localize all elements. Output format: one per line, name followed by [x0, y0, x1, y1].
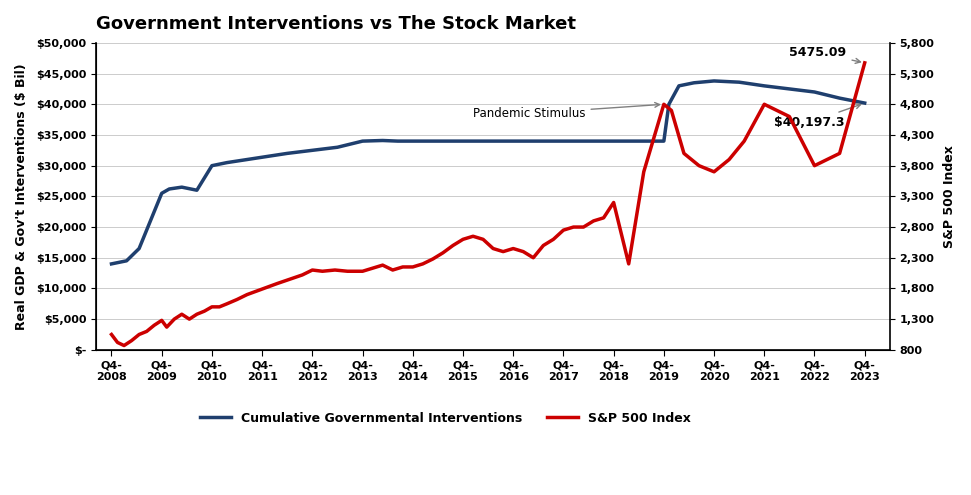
Legend: Cumulative Governmental Interventions, S&P 500 Index: Cumulative Governmental Interventions, S…	[195, 406, 696, 430]
Text: $40,197.3: $40,197.3	[774, 104, 860, 129]
Text: Government Interventions vs The Stock Market: Government Interventions vs The Stock Ma…	[96, 15, 577, 33]
Text: 5475.09: 5475.09	[789, 47, 860, 63]
Text: Pandemic Stimulus: Pandemic Stimulus	[473, 102, 659, 120]
Y-axis label: S&P 500 Index: S&P 500 Index	[943, 145, 956, 248]
Y-axis label: Real GDP & Gov't Interventions ($ Bil): Real GDP & Gov't Interventions ($ Bil)	[15, 63, 28, 330]
